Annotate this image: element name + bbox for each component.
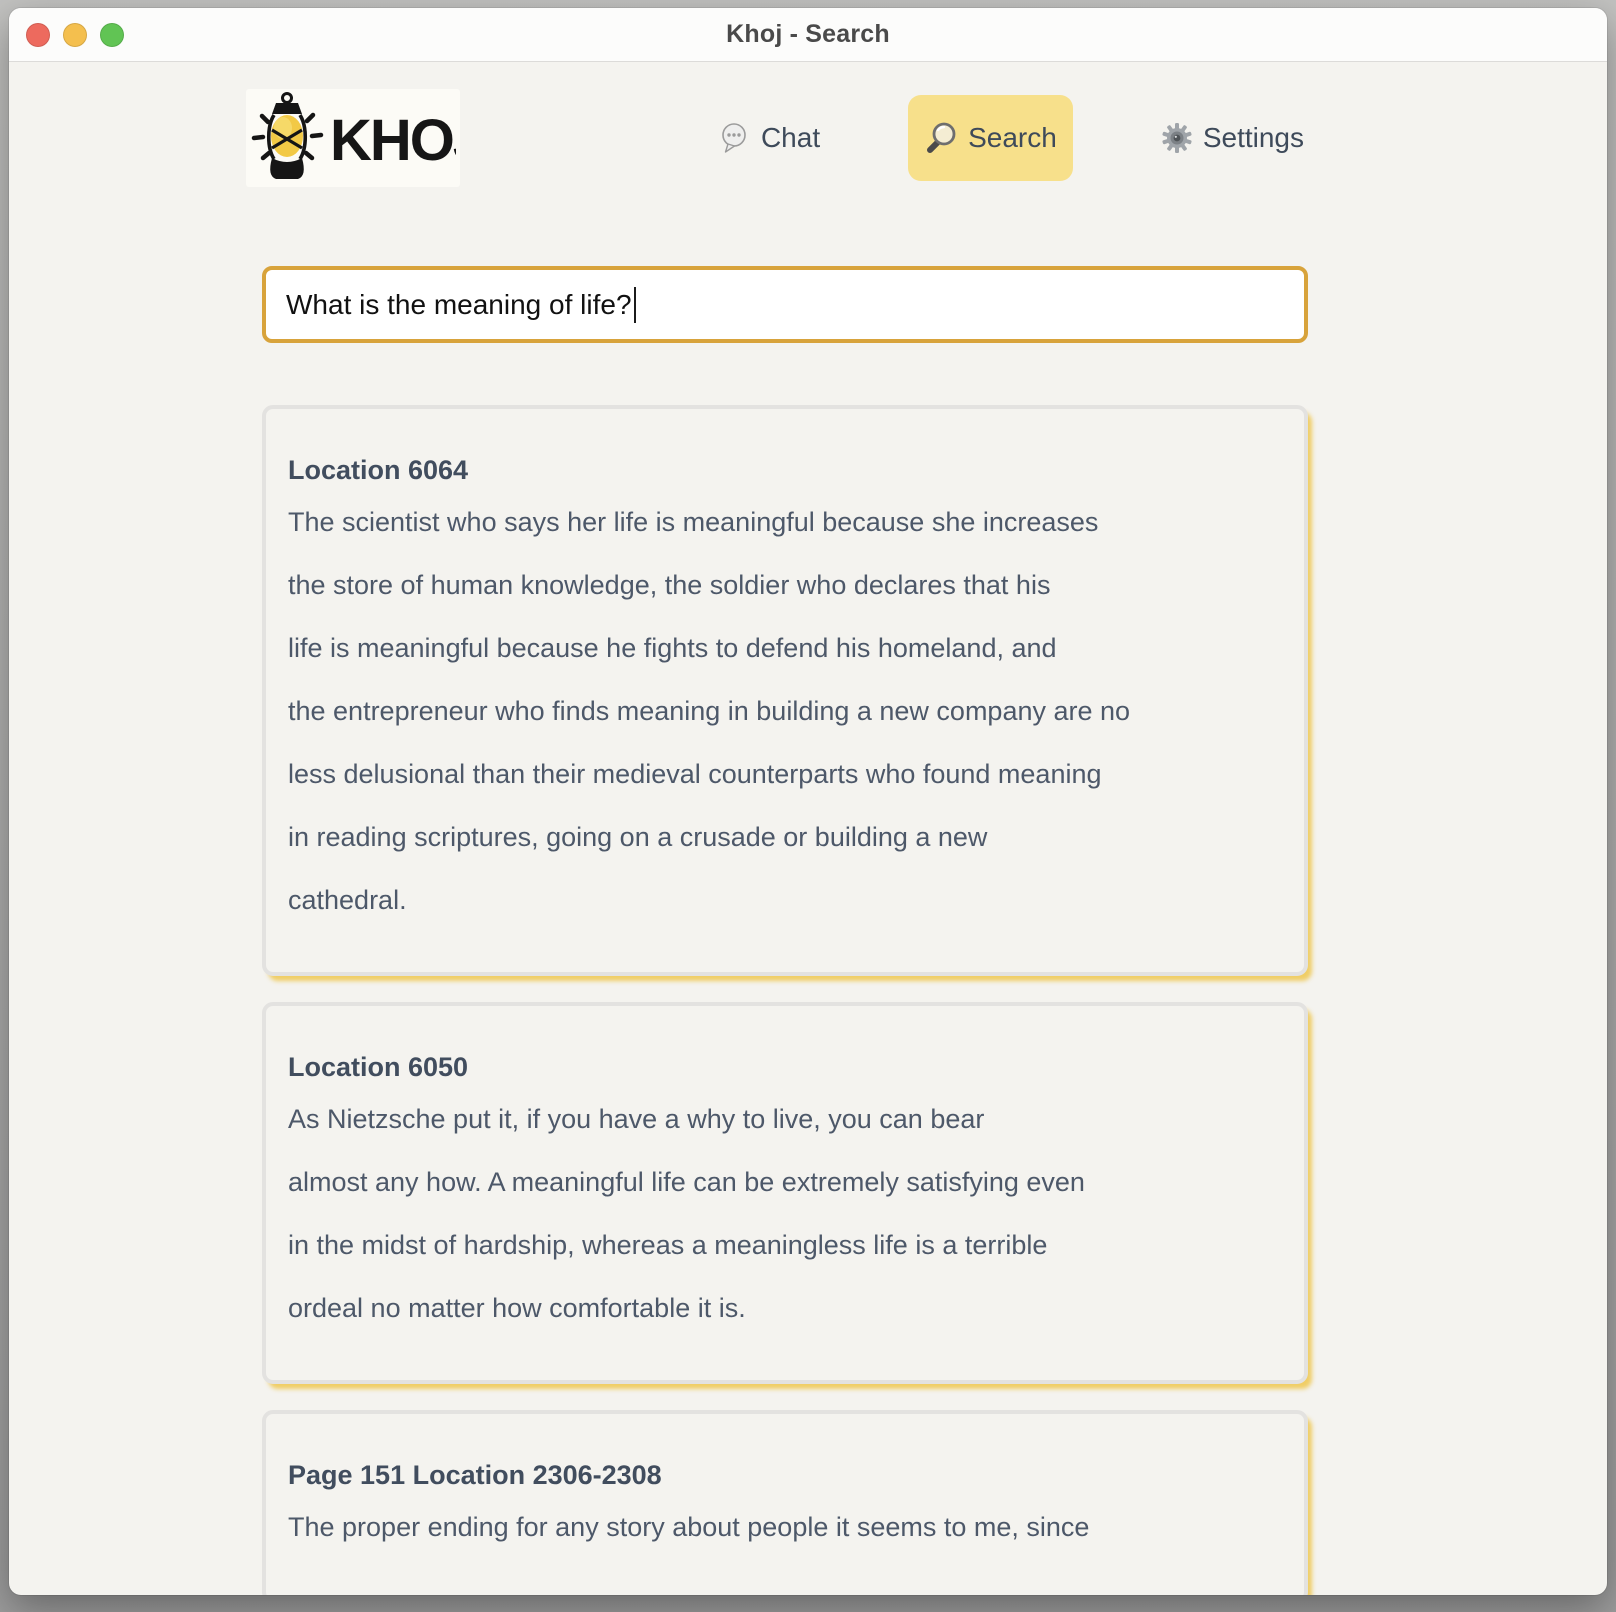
result-card: Location 6064 The scientist who says her…: [262, 405, 1308, 976]
result-heading: Page 151 Location 2306-2308: [288, 1460, 662, 1490]
result-heading: Location 6064: [288, 455, 469, 485]
search-results: Location 6064 The scientist who says her…: [262, 405, 1308, 1595]
close-button[interactable]: [26, 22, 50, 47]
window-title: Khoj - Search: [726, 20, 890, 48]
chat-bubble-icon: [719, 122, 751, 154]
app-window: Khoj - Search: [9, 8, 1607, 1595]
traffic-lights: [26, 8, 124, 61]
nav-label-chat: Chat: [760, 122, 821, 153]
nav-label-settings: Settings: [1202, 122, 1304, 153]
search-input-value: What is the meaning of life?: [286, 288, 632, 320]
result-heading: Location 6050: [288, 1052, 469, 1082]
nav-item-chat[interactable]: Chat: [703, 96, 836, 180]
gear-icon: [1161, 122, 1193, 154]
khoj-logo: KHOJ: [246, 89, 460, 187]
nav-item-settings[interactable]: Settings: [1145, 96, 1320, 180]
nav-item-search[interactable]: Search: [908, 95, 1073, 181]
minimize-button[interactable]: [63, 22, 87, 47]
app-header: KHOJ Chat: [9, 88, 1607, 188]
search-row: What is the meaning of life?: [262, 266, 1607, 343]
zoom-button[interactable]: [100, 22, 124, 47]
magnifier-icon: [924, 121, 958, 155]
result-card: Location 6050 As Nietzsche put it, if yo…: [262, 1002, 1308, 1384]
search-input[interactable]: What is the meaning of life?: [262, 266, 1308, 343]
nav-label-search: Search: [968, 122, 1057, 153]
text-caret: [633, 286, 636, 323]
main-nav: Chat Search: [703, 95, 1320, 181]
titlebar[interactable]: Khoj - Search: [9, 8, 1607, 62]
result-body: The proper ending for any story about pe…: [288, 1512, 1090, 1542]
result-body: The scientist who says her life is meani…: [288, 507, 1131, 915]
khoj-lantern-logo-icon: KHOJ: [251, 92, 456, 179]
result-body: As Nietzsche put it, if you have a why t…: [288, 1104, 1085, 1323]
result-card: Page 151 Location 2306-2308 The proper e…: [262, 1410, 1308, 1595]
khoj-wordmark: KHOJ: [330, 108, 456, 173]
